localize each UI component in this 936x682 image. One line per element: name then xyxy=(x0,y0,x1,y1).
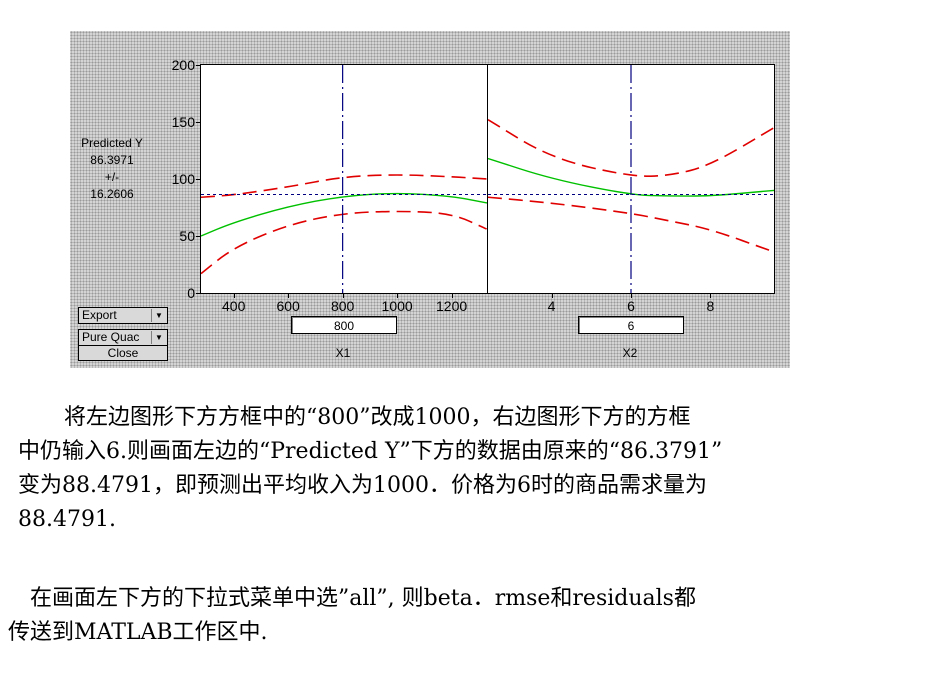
x1-lower-bound-line xyxy=(201,210,487,275)
x2-value-input[interactable]: 6 xyxy=(578,316,684,334)
x2-fit-line xyxy=(488,157,774,197)
export-dropdown-value: Export xyxy=(82,308,117,322)
predicted-y-value: 86.3971 xyxy=(90,153,134,167)
x1-upper-bound-line xyxy=(201,174,487,199)
paragraph-2-line-1: 在画面左下方的下拉式菜单中选”all”, 则beta．rmse和residual… xyxy=(30,586,696,611)
prediction-plot-window: Predicted Y 86.3971 +/- 16.2606 200 150 10… xyxy=(70,31,790,368)
x2-tick-label: 4 xyxy=(547,298,556,314)
x1-tick-mark xyxy=(288,294,290,298)
x1-tick-label: 400 xyxy=(221,298,246,314)
paragraph-1-line-3: 变为88.4791，即预测出平均收入为1000．价格为6时的商品需求量为 xyxy=(18,473,707,498)
paragraph-1-line-4: 88.4791. xyxy=(18,507,116,532)
x2-tick-label: 6 xyxy=(627,298,635,314)
x1-tick-label: 1200 xyxy=(436,298,468,314)
x1-axis-label: X1 xyxy=(335,346,351,360)
y-tick-label: 0 xyxy=(187,285,195,301)
x2-lower-bound-line xyxy=(488,196,774,253)
x1-tick-mark xyxy=(233,294,235,298)
x1-tick-mark xyxy=(397,294,399,298)
x2-tick-mark xyxy=(631,294,632,298)
x2-axis-label: X2 xyxy=(622,346,638,360)
x2-tick-label: 8 xyxy=(706,298,715,314)
y-tick-mark xyxy=(196,65,200,66)
confidence-halfwidth: 16.2606 xyxy=(90,187,134,201)
x2-upper-bound-line xyxy=(488,119,774,177)
paragraph-1-line-1: 将左边图形下方方框中的“800”改成1000，右边图形下方的方框 xyxy=(64,405,691,430)
x2-tick-mark xyxy=(710,294,712,298)
predicted-y-label: Predicted Y xyxy=(81,136,143,150)
x1-value-input[interactable]: 800 xyxy=(291,316,397,334)
x2-tick-mark xyxy=(551,294,553,298)
plusminus-label: +/- xyxy=(104,170,120,184)
y-tick-label: 100 xyxy=(171,171,195,187)
close-button[interactable]: Close xyxy=(78,345,168,361)
paragraph-2-line-2: 传送到MATLAB工作区中. xyxy=(8,620,268,645)
x1-tick-mark xyxy=(342,294,344,298)
x1-plot-canvas xyxy=(201,65,487,293)
chevron-down-icon: ▼ xyxy=(151,331,166,344)
y-tick-mark xyxy=(196,293,200,294)
x2-plot[interactable] xyxy=(487,64,775,294)
x1-tick-label: 600 xyxy=(276,298,300,314)
x1-tick-label: 800 xyxy=(330,298,355,314)
y-tick-label: 200 xyxy=(171,57,195,73)
y-tick-mark xyxy=(196,236,200,237)
x1-fit-line xyxy=(201,192,487,237)
prediction-readout: Predicted Y 86.3971 +/- 16.2606 xyxy=(74,135,150,203)
model-type-dropdown-value: Pure Quac xyxy=(82,330,140,344)
paragraph-1-line-2: 中仍输入6.则画面左边的“Predicted Y”下方的数据由原来的“86.37… xyxy=(18,439,723,464)
x1-tick-label: 1000 xyxy=(381,298,413,314)
model-type-dropdown[interactable]: Pure Quac ▼ xyxy=(78,329,168,346)
y-tick-mark xyxy=(196,179,200,180)
y-tick-mark xyxy=(196,122,200,123)
x2-plot-canvas xyxy=(488,65,774,293)
y-tick-label: 150 xyxy=(171,114,195,130)
y-tick-label: 50 xyxy=(179,228,195,244)
x1-tick-mark xyxy=(451,294,453,298)
export-dropdown[interactable]: Export ▼ xyxy=(78,307,168,324)
chevron-down-icon: ▼ xyxy=(151,309,166,322)
x1-plot[interactable] xyxy=(200,64,488,294)
